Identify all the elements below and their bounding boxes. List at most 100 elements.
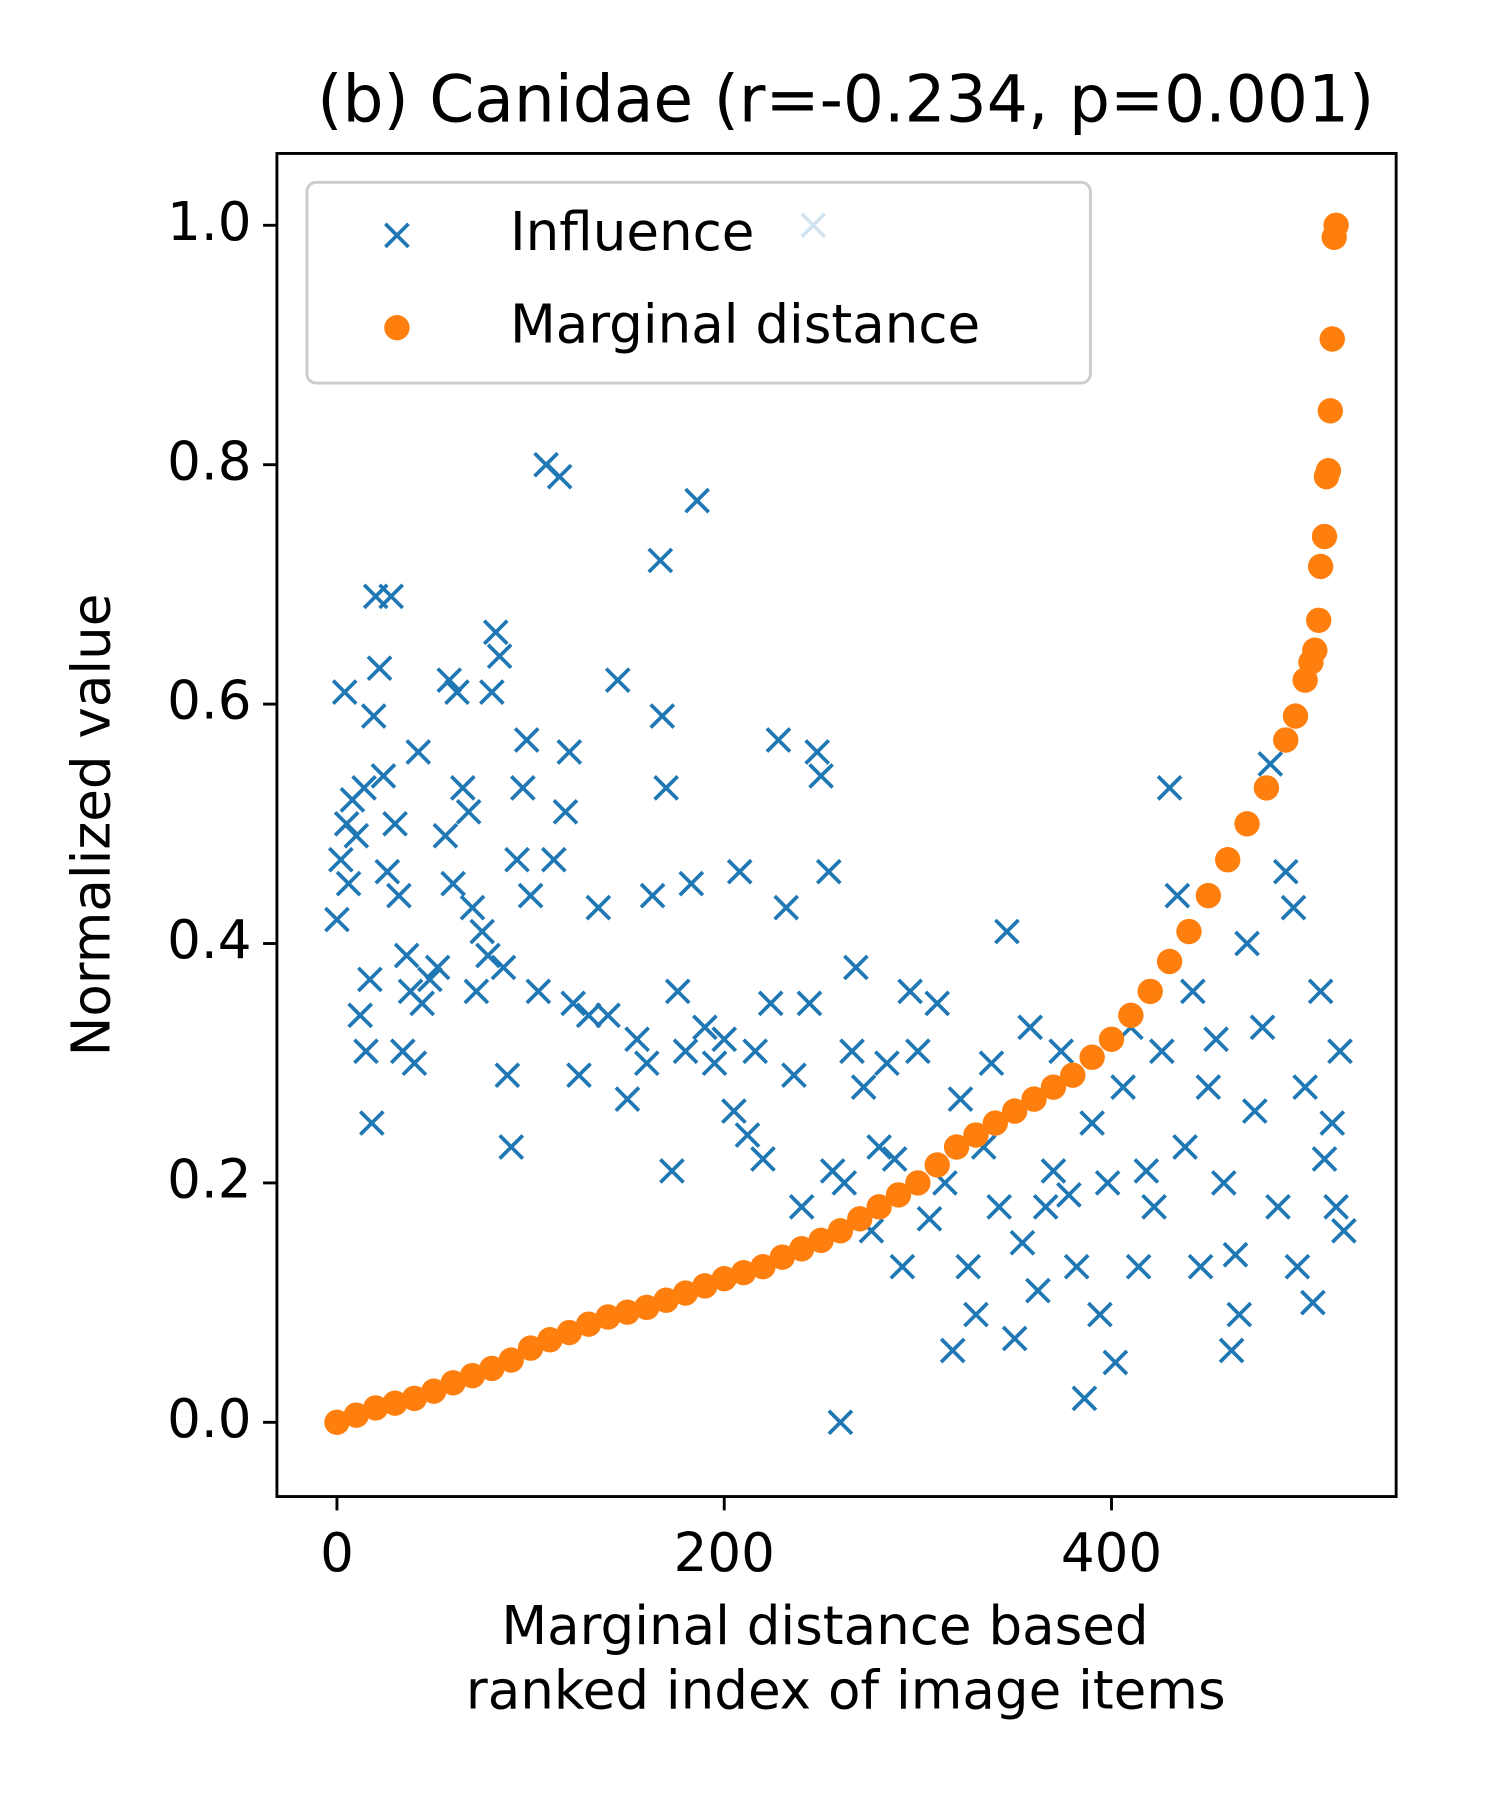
distance-marker	[1311, 523, 1338, 550]
influence-marker	[1149, 1038, 1175, 1065]
distance-marker	[343, 1402, 370, 1428]
distance-marker	[440, 1370, 466, 1396]
influence-marker	[1125, 1253, 1152, 1280]
influence-marker	[1141, 1194, 1167, 1220]
influence-marker	[815, 858, 842, 885]
influence-marker	[424, 954, 451, 981]
distance-marker	[1040, 1074, 1067, 1100]
influence-marker	[353, 1038, 379, 1065]
distance-marker	[1273, 727, 1299, 753]
influence-marker	[1323, 1194, 1349, 1220]
distance-marker	[1234, 811, 1260, 837]
distance-marker	[653, 1287, 679, 1313]
distance-marker	[595, 1304, 621, 1330]
influence-marker	[734, 1122, 761, 1148]
influence-marker	[897, 978, 923, 1005]
influence-marker	[1032, 1194, 1059, 1220]
influence-marker	[653, 775, 679, 801]
influence-marker	[585, 894, 612, 921]
influence-marker	[659, 1158, 685, 1184]
influence-marker	[1172, 1134, 1198, 1160]
distance-marker	[498, 1347, 524, 1373]
influence-marker	[850, 1074, 877, 1100]
influence-marker	[401, 1050, 428, 1077]
influence-marker	[1056, 1182, 1082, 1208]
influence-marker	[939, 1337, 966, 1364]
influence-marker	[540, 846, 567, 873]
influence-marker	[692, 1014, 718, 1041]
distance-marker	[750, 1254, 776, 1280]
influence-marker	[1094, 1170, 1121, 1196]
influence-marker	[947, 1086, 974, 1112]
influence-marker	[1327, 1038, 1353, 1065]
influence-marker	[1292, 1074, 1318, 1100]
influence-marker	[684, 487, 710, 514]
influence-marker	[1319, 1110, 1346, 1136]
x-axis-label: Marginal distance based	[501, 1595, 1148, 1657]
influence-marker	[639, 882, 666, 909]
influence-marker	[498, 1134, 525, 1160]
y-tick-label: 0.2	[167, 1149, 251, 1211]
influence-marker	[1210, 1170, 1237, 1196]
distance-marker	[1253, 775, 1280, 801]
legend-label: Influence	[510, 201, 754, 263]
influence-marker	[1040, 1158, 1067, 1184]
influence-marker	[874, 1050, 900, 1077]
distance-marker	[827, 1218, 854, 1244]
influence-marker	[409, 990, 435, 1017]
influence-marker	[366, 655, 393, 682]
influence-marker	[711, 1026, 738, 1053]
influence-marker	[765, 727, 792, 753]
distance-marker	[614, 1299, 641, 1325]
distance-marker	[1214, 847, 1241, 873]
legend-box	[305, 180, 1092, 385]
distance-marker	[1315, 457, 1342, 484]
distance-marker	[788, 1236, 815, 1262]
influence-marker	[647, 547, 674, 574]
distance-marker	[866, 1194, 892, 1220]
influence-marker	[455, 798, 482, 825]
distance-marker	[711, 1265, 737, 1292]
influence-marker	[1265, 1194, 1291, 1220]
influence-marker	[726, 858, 753, 885]
influence-marker	[360, 703, 387, 729]
influence-marker	[614, 1086, 641, 1112]
influence-marker	[335, 870, 362, 897]
influence-marker	[546, 463, 573, 490]
distance-marker	[1001, 1098, 1028, 1124]
influence-marker	[1164, 882, 1191, 909]
distance-marker	[943, 1134, 970, 1160]
influence-marker	[1311, 1146, 1338, 1172]
x-axis-label: ranked index of image items	[466, 1659, 1226, 1721]
influence-marker	[556, 739, 583, 765]
influence-marker	[486, 643, 513, 670]
influence-marker	[1241, 1098, 1268, 1124]
influence-marker	[664, 978, 691, 1005]
distance-marker	[905, 1170, 931, 1196]
influence-marker	[405, 739, 432, 765]
influence-marker	[788, 1194, 815, 1220]
y-tick-label: 1.0	[167, 191, 251, 253]
influence-marker	[649, 703, 676, 729]
influence-marker	[1307, 978, 1334, 1005]
influence-marker	[721, 1098, 747, 1124]
influence-marker	[1203, 1026, 1229, 1053]
influence-marker	[370, 763, 397, 789]
influence-marker	[678, 870, 705, 897]
influence-marker	[881, 1146, 908, 1172]
x-tick-label: 0	[320, 1522, 354, 1584]
distance-marker	[808, 1227, 834, 1254]
influence-marker	[432, 822, 459, 849]
influence-marker	[436, 667, 463, 694]
distance-marker	[575, 1311, 602, 1337]
influence-marker	[831, 1170, 858, 1196]
influence-marker	[905, 1038, 931, 1065]
influence-marker	[1001, 1325, 1028, 1352]
influence-marker	[839, 1038, 865, 1065]
distance-marker	[362, 1395, 389, 1421]
distance-marker	[692, 1273, 718, 1299]
influence-marker	[482, 619, 509, 646]
distance-marker	[982, 1110, 1009, 1136]
distance-marker	[1021, 1086, 1047, 1112]
